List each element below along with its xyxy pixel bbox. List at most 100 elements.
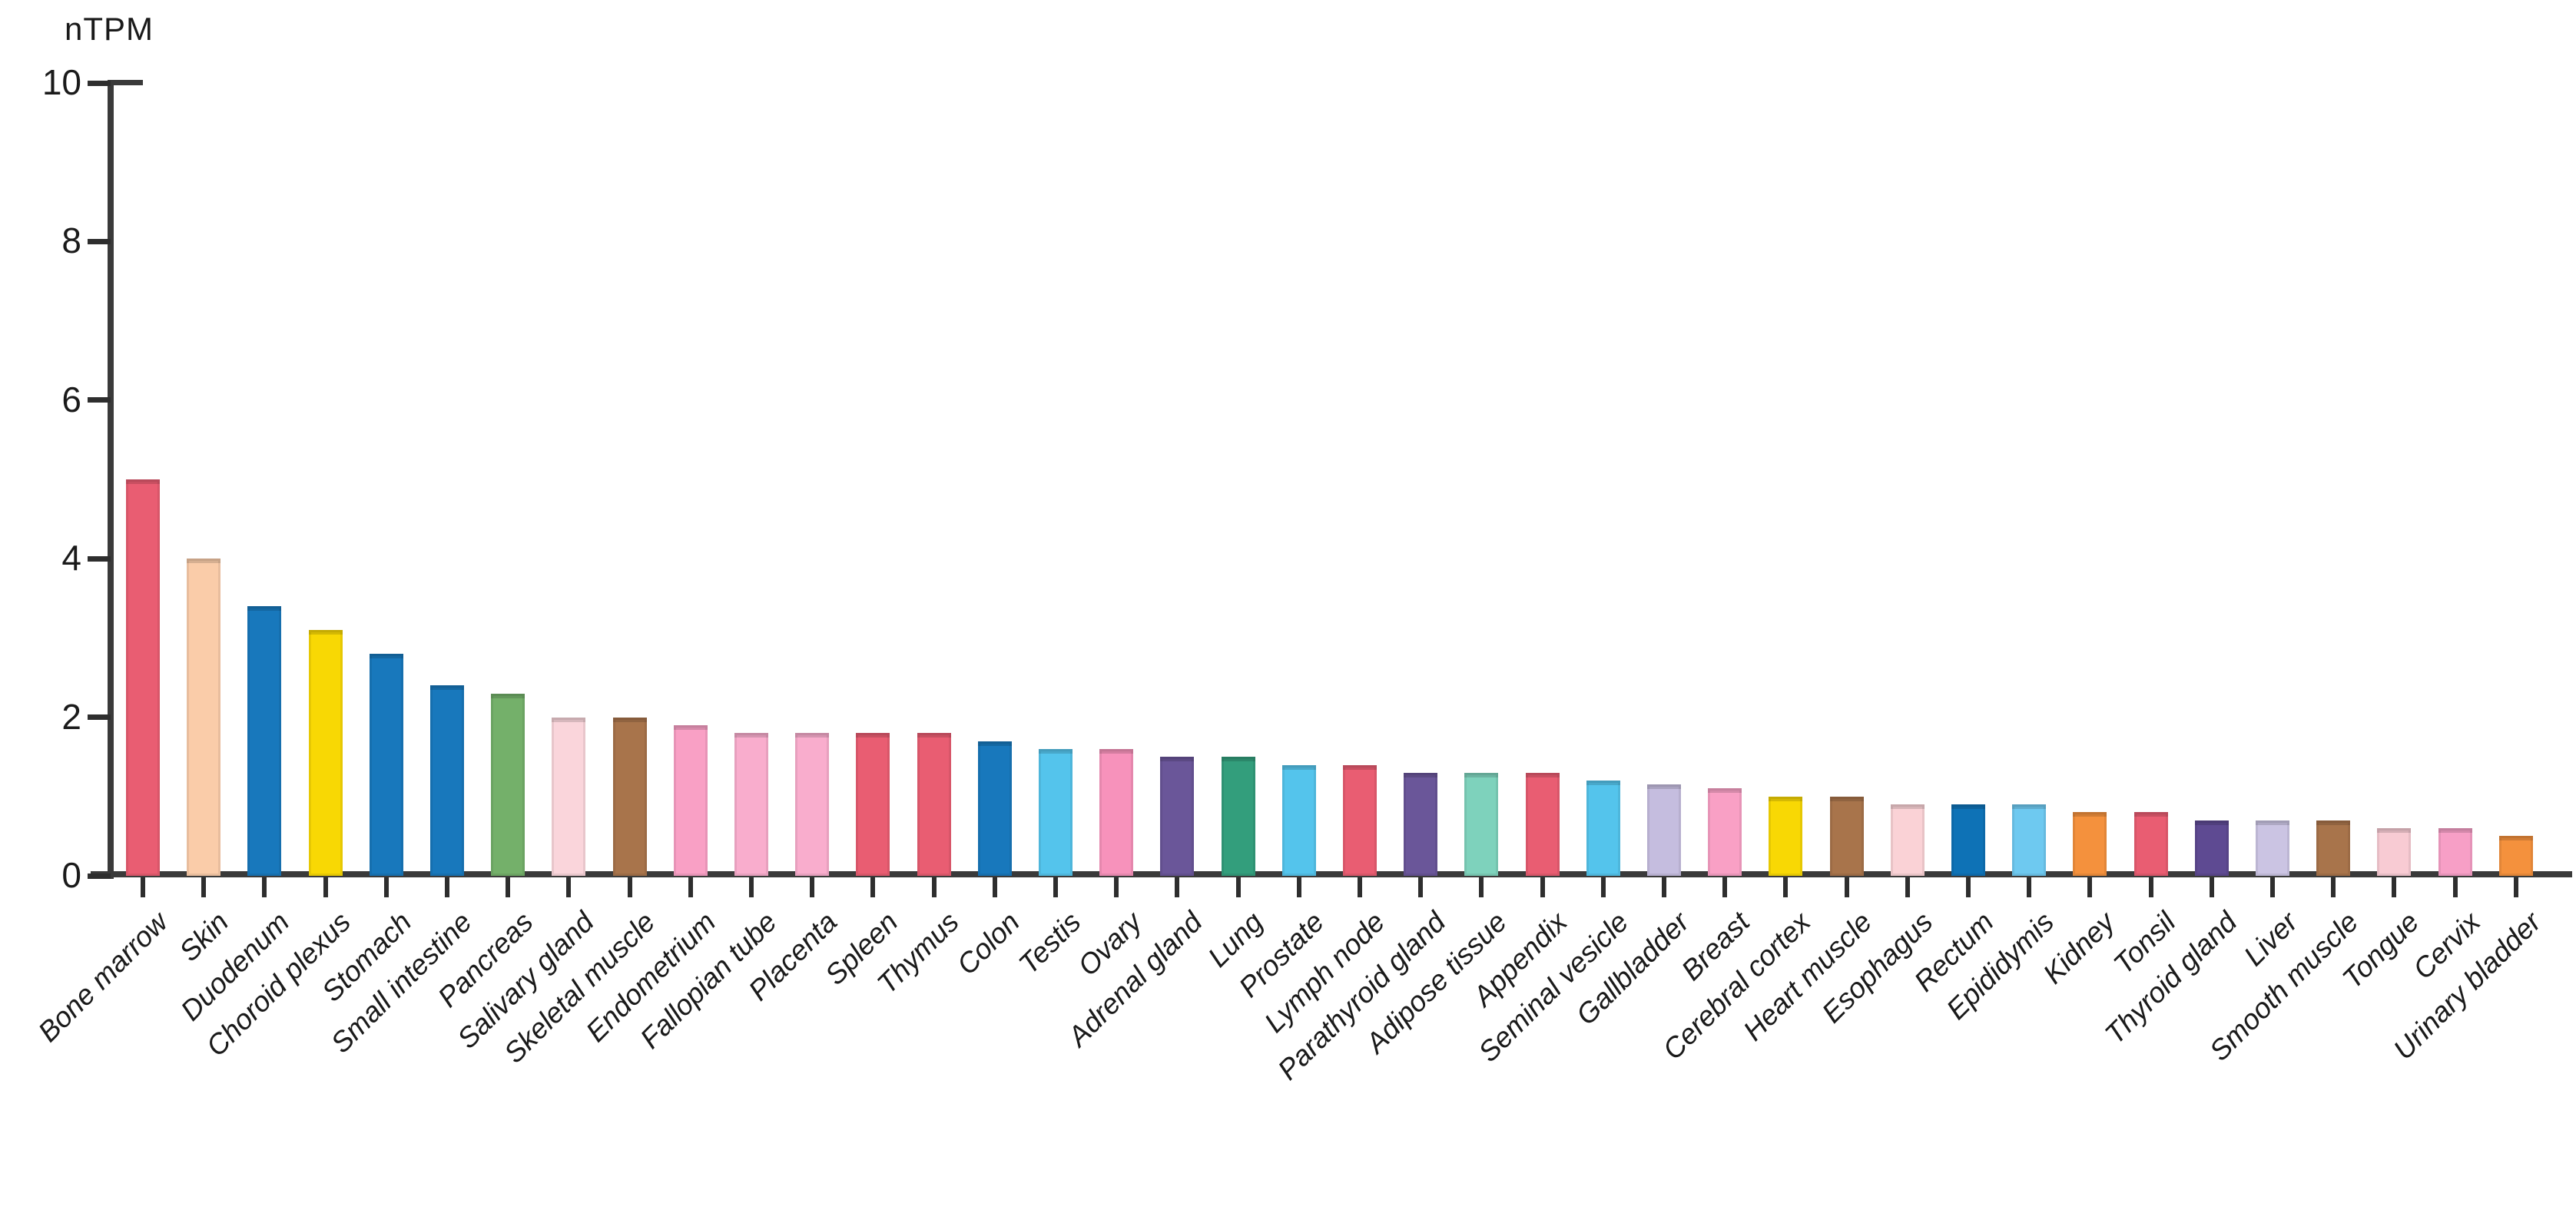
x-tick-mark bbox=[1966, 877, 1971, 897]
bar-stomach[interactable] bbox=[369, 654, 403, 876]
x-tick-mark bbox=[201, 877, 207, 897]
x-tick-mark bbox=[2392, 877, 2397, 897]
bar-skeletal-muscle[interactable] bbox=[612, 717, 647, 876]
bar-placenta[interactable] bbox=[795, 733, 830, 876]
x-tick-mark bbox=[2087, 877, 2093, 897]
bar-colon[interactable] bbox=[977, 741, 1012, 876]
x-tick-mark bbox=[1600, 877, 1606, 897]
bar-liver[interactable] bbox=[2256, 820, 2289, 876]
bar-testis[interactable] bbox=[1039, 748, 1073, 876]
x-tick-mark bbox=[1540, 877, 1545, 897]
x-tick-mark bbox=[1479, 877, 1484, 897]
x-category-label: Colon bbox=[950, 906, 1026, 981]
bar-lung[interactable] bbox=[1221, 757, 1255, 876]
x-tick-mark bbox=[1844, 877, 1849, 897]
x-tick-mark bbox=[688, 877, 693, 897]
bar-skin[interactable] bbox=[187, 559, 221, 876]
x-category-label: Testis bbox=[1012, 906, 1087, 980]
bar-fallopian-tube[interactable] bbox=[734, 733, 768, 876]
x-axis-line bbox=[91, 871, 2572, 877]
bar-heart-muscle[interactable] bbox=[1829, 796, 1864, 876]
x-tick-mark bbox=[141, 877, 145, 897]
bar-choroid-plexus[interactable] bbox=[308, 630, 343, 876]
y-tick-mark bbox=[88, 238, 111, 244]
x-tick-mark bbox=[1358, 877, 1362, 897]
x-tick-mark bbox=[2452, 877, 2458, 897]
x-tick-mark bbox=[2270, 877, 2275, 897]
x-tick-mark bbox=[1235, 877, 1241, 897]
x-tick-mark bbox=[1905, 877, 1910, 897]
y-tick-mark bbox=[88, 714, 111, 721]
x-tick-mark bbox=[323, 877, 328, 897]
bar-spleen[interactable] bbox=[856, 733, 890, 876]
bar-smooth-muscle[interactable] bbox=[2316, 820, 2351, 876]
bar-tonsil[interactable] bbox=[2133, 812, 2168, 876]
bar-cervix[interactable] bbox=[2438, 828, 2472, 876]
bar-urinary-bladder[interactable] bbox=[2498, 836, 2533, 876]
x-tick-mark bbox=[2513, 877, 2518, 897]
y-tick-label: 2 bbox=[61, 696, 81, 737]
x-tick-mark bbox=[1722, 877, 1728, 897]
bar-epididymis[interactable] bbox=[2012, 804, 2047, 876]
x-tick-mark bbox=[992, 877, 997, 897]
y-tick-label: 4 bbox=[61, 538, 81, 578]
x-tick-mark bbox=[566, 877, 572, 897]
x-tick-mark bbox=[1175, 877, 1180, 897]
bar-salivary-gland[interactable] bbox=[552, 717, 586, 876]
x-tick-mark bbox=[2148, 877, 2153, 897]
bar-lymph-node[interactable] bbox=[1343, 764, 1377, 876]
bar-cerebral-cortex[interactable] bbox=[1769, 796, 1803, 876]
bar-adipose-tissue[interactable] bbox=[1464, 772, 1499, 876]
x-tick-mark bbox=[931, 877, 937, 897]
y-tick-mark bbox=[88, 555, 111, 562]
bar-pancreas[interactable] bbox=[491, 693, 525, 876]
x-tick-mark bbox=[627, 877, 632, 897]
y-axis-line bbox=[108, 80, 114, 879]
x-tick-mark bbox=[1114, 877, 1119, 897]
bar-tongue[interactable] bbox=[2377, 828, 2412, 876]
y-axis-title: nTPM bbox=[65, 11, 154, 47]
y-tick-label: 0 bbox=[61, 855, 81, 895]
bar-duodenum[interactable] bbox=[247, 606, 282, 876]
bar-gallbladder[interactable] bbox=[1647, 784, 1681, 876]
bar-kidney[interactable] bbox=[2073, 812, 2107, 876]
x-tick-mark bbox=[749, 877, 754, 897]
bar-appendix[interactable] bbox=[1525, 772, 1560, 876]
bar-adrenal-gland[interactable] bbox=[1160, 757, 1195, 876]
bar-endometrium[interactable] bbox=[673, 724, 708, 876]
bar-esophagus[interactable] bbox=[1890, 804, 1925, 876]
y-tick-label: 8 bbox=[61, 220, 81, 261]
x-tick-mark bbox=[2331, 877, 2336, 897]
bar-rectum[interactable] bbox=[1951, 804, 1985, 876]
x-tick-mark bbox=[383, 877, 389, 897]
bar-bone-marrow[interactable] bbox=[126, 479, 160, 876]
y-tick-mark bbox=[88, 397, 111, 403]
bar-parathyroid-gland[interactable] bbox=[1404, 772, 1438, 876]
bar-thymus[interactable] bbox=[917, 733, 951, 876]
x-tick-mark bbox=[2209, 877, 2214, 897]
x-tick-mark bbox=[1662, 877, 1666, 897]
bar-ovary[interactable] bbox=[1099, 748, 1134, 876]
x-tick-mark bbox=[1418, 877, 1424, 897]
bar-small-intestine[interactable] bbox=[430, 685, 464, 876]
x-tick-mark bbox=[870, 877, 876, 897]
x-tick-mark bbox=[262, 877, 267, 897]
bar-breast[interactable] bbox=[1708, 788, 1742, 876]
bar-seminal-vesicle[interactable] bbox=[1586, 781, 1620, 876]
bar-thyroid-gland[interactable] bbox=[2194, 820, 2229, 876]
bar-prostate[interactable] bbox=[1281, 764, 1316, 876]
x-tick-mark bbox=[1296, 877, 1301, 897]
x-category-label: Bone marrow bbox=[31, 906, 174, 1048]
y-tick-label: 10 bbox=[41, 62, 81, 102]
x-tick-mark bbox=[506, 877, 511, 897]
y-tick-mark bbox=[88, 80, 111, 86]
x-tick-mark bbox=[810, 877, 815, 897]
x-tick-mark bbox=[1783, 877, 1789, 897]
x-tick-mark bbox=[2027, 877, 2032, 897]
y-axis-top-tick bbox=[114, 80, 143, 85]
y-tick-label: 6 bbox=[61, 379, 81, 419]
x-tick-mark bbox=[1053, 877, 1058, 897]
y-tick-mark bbox=[88, 873, 111, 879]
x-tick-mark bbox=[445, 877, 449, 897]
